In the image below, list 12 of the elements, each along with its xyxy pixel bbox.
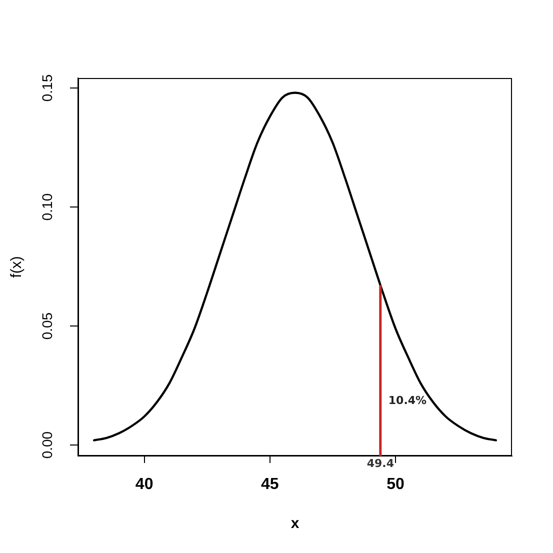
y-axis-title: f(x): [8, 256, 26, 278]
x-tick-label: 45: [260, 476, 279, 494]
x-axis-title: x: [290, 515, 300, 532]
x-tick-label: 50: [386, 476, 404, 494]
ref-line-label: 49.4: [366, 456, 394, 470]
y-tick-label: 0.15: [38, 74, 55, 102]
y-tick-label: 0.05: [38, 312, 55, 340]
y-tick-label: 0.10: [38, 193, 55, 221]
line-series: [92, 92, 498, 442]
annotation: 10.4%: [388, 394, 427, 407]
x-tick-label: 40: [135, 476, 154, 494]
y-tick-label: 0.00: [38, 431, 55, 459]
